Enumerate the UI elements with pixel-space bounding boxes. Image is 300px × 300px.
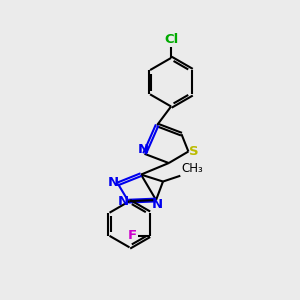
Text: Cl: Cl	[164, 33, 178, 46]
Text: N: N	[107, 176, 118, 189]
Text: N: N	[152, 198, 163, 211]
Text: N: N	[118, 195, 129, 208]
Text: S: S	[189, 145, 198, 158]
Text: CH₃: CH₃	[182, 162, 203, 175]
Text: F: F	[128, 229, 137, 242]
Text: N: N	[138, 143, 149, 156]
